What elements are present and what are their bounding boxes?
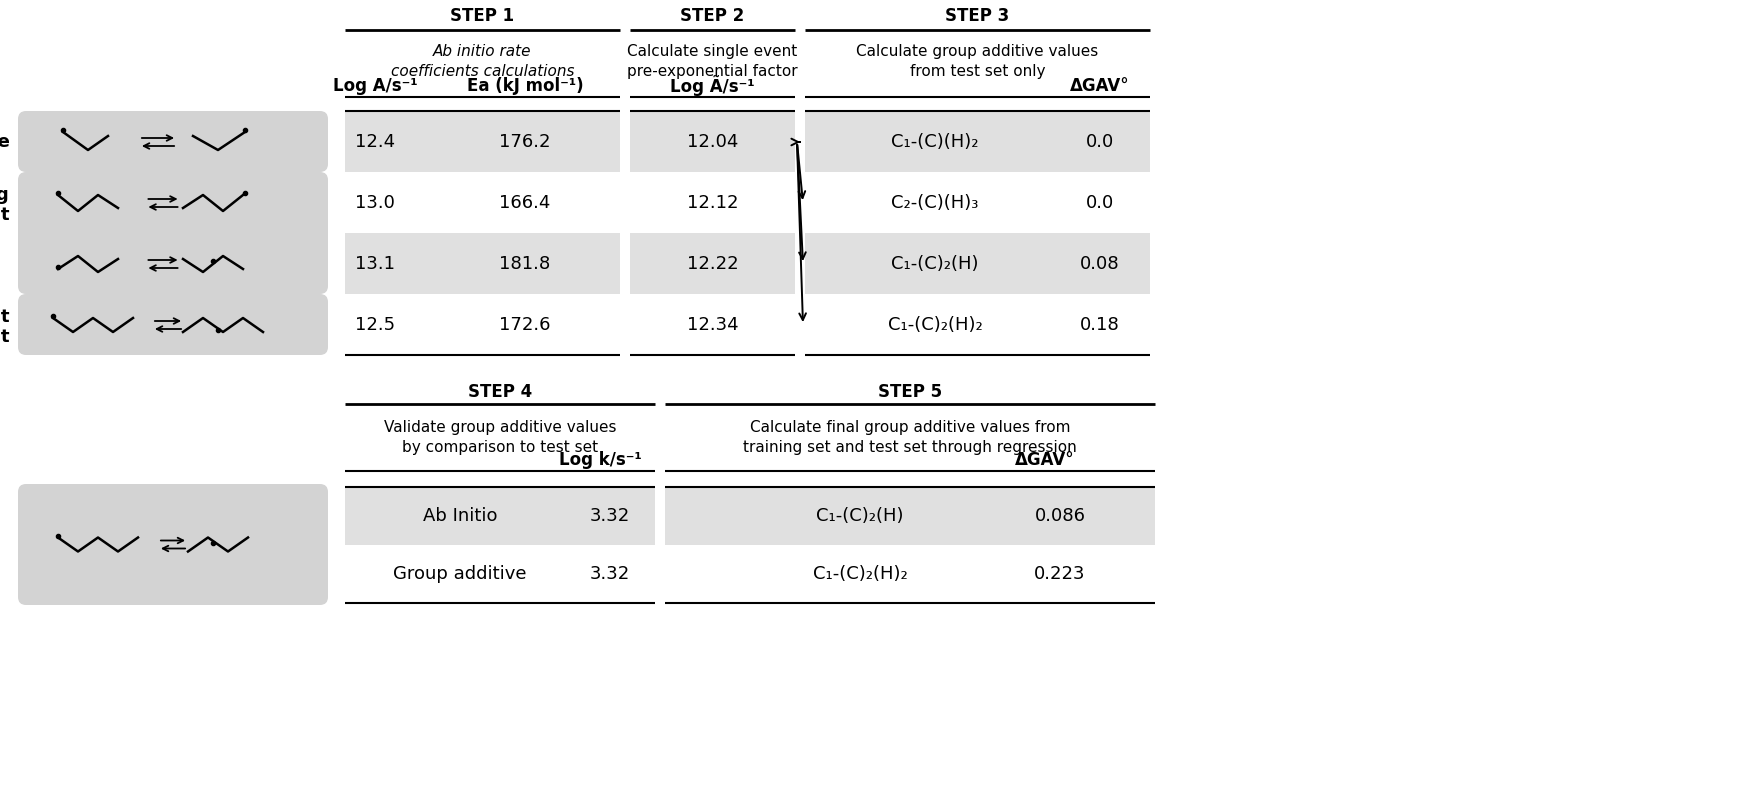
Text: ΔGAV°: ΔGAV°: [1014, 451, 1074, 469]
Text: Group additive: Group additive: [393, 565, 526, 583]
Bar: [630, 111, 795, 172]
Text: set: set: [0, 328, 11, 346]
Text: coefficients calculations: coefficients calculations: [391, 63, 574, 78]
Text: C₁-(C)₂(H): C₁-(C)₂(H): [816, 507, 904, 525]
Text: Ab initio rate: Ab initio rate: [433, 44, 532, 58]
Text: 0.0: 0.0: [1085, 133, 1113, 151]
Text: C₁-(C)₂(H)₂: C₁-(C)₂(H)₂: [886, 316, 981, 334]
Text: Ea (kJ mol⁻¹): Ea (kJ mol⁻¹): [467, 77, 583, 95]
Text: 12.22: 12.22: [686, 255, 737, 273]
Bar: [630, 294, 795, 355]
Text: STEP 5: STEP 5: [878, 383, 941, 401]
Bar: [630, 233, 795, 294]
Text: 176.2: 176.2: [498, 133, 551, 151]
FancyBboxPatch shape: [18, 294, 328, 355]
Text: C₁-(C)₂(H): C₁-(C)₂(H): [892, 255, 978, 273]
Text: C₁-(C)(H)₂: C₁-(C)(H)₂: [892, 133, 978, 151]
Text: from test set only: from test set only: [909, 63, 1044, 78]
Text: STEP 1: STEP 1: [451, 7, 514, 25]
Text: by comparison to test set: by comparison to test set: [402, 439, 598, 455]
Text: 12.12: 12.12: [686, 194, 737, 212]
Text: 166.4: 166.4: [498, 194, 551, 212]
Text: 3.32: 3.32: [590, 507, 630, 525]
Text: STEP 4: STEP 4: [467, 383, 532, 401]
Text: 172.6: 172.6: [498, 316, 551, 334]
Bar: [344, 233, 620, 294]
Text: Test: Test: [0, 308, 11, 326]
Text: 12.34: 12.34: [686, 316, 737, 334]
Text: set: set: [0, 206, 11, 224]
Text: Log Ã/s⁻¹: Log Ã/s⁻¹: [670, 75, 755, 96]
FancyBboxPatch shape: [18, 172, 328, 294]
Text: 0.08: 0.08: [1079, 255, 1120, 273]
Text: Validate group additive values: Validate group additive values: [384, 420, 616, 434]
Bar: [344, 111, 620, 172]
Text: 12.4: 12.4: [355, 133, 395, 151]
Bar: [344, 294, 620, 355]
Text: 12.04: 12.04: [686, 133, 737, 151]
Text: 0.0: 0.0: [1085, 194, 1113, 212]
Bar: [344, 487, 655, 545]
Text: 0.223: 0.223: [1034, 565, 1085, 583]
Text: C₁-(C)₂(H)₂: C₁-(C)₂(H)₂: [813, 565, 907, 583]
Text: Ab Initio: Ab Initio: [423, 507, 497, 525]
Text: Log k/s⁻¹: Log k/s⁻¹: [558, 451, 641, 469]
Bar: [665, 487, 1155, 545]
Bar: [804, 294, 1150, 355]
Bar: [630, 172, 795, 233]
Text: Reference: Reference: [0, 133, 11, 151]
Text: Calculate group additive values: Calculate group additive values: [856, 44, 1099, 58]
Bar: [804, 111, 1150, 172]
Text: 13.1: 13.1: [355, 255, 395, 273]
Bar: [344, 545, 655, 603]
Bar: [344, 172, 620, 233]
Text: 13.0: 13.0: [355, 194, 395, 212]
Text: training set and test set through regression: training set and test set through regres…: [742, 439, 1076, 455]
Text: Log A/s⁻¹: Log A/s⁻¹: [332, 77, 418, 95]
FancyBboxPatch shape: [18, 484, 328, 605]
Text: 0.18: 0.18: [1079, 316, 1120, 334]
Text: Training: Training: [0, 186, 11, 204]
FancyBboxPatch shape: [18, 111, 328, 172]
Text: ΔGAV°: ΔGAV°: [1069, 77, 1128, 95]
Text: STEP 3: STEP 3: [944, 7, 1009, 25]
Text: 3.32: 3.32: [590, 565, 630, 583]
Text: STEP 2: STEP 2: [679, 7, 744, 25]
Text: 0.086: 0.086: [1034, 507, 1085, 525]
Bar: [804, 233, 1150, 294]
Bar: [804, 172, 1150, 233]
Text: 181.8: 181.8: [498, 255, 551, 273]
Text: 12.5: 12.5: [355, 316, 395, 334]
Text: Calculate final group additive values from: Calculate final group additive values fr…: [749, 420, 1069, 434]
Text: C₂-(C)(H)₃: C₂-(C)(H)₃: [892, 194, 978, 212]
Bar: [665, 545, 1155, 603]
Text: pre-exponential factor: pre-exponential factor: [627, 63, 797, 78]
Text: Calculate single event: Calculate single event: [627, 44, 797, 58]
